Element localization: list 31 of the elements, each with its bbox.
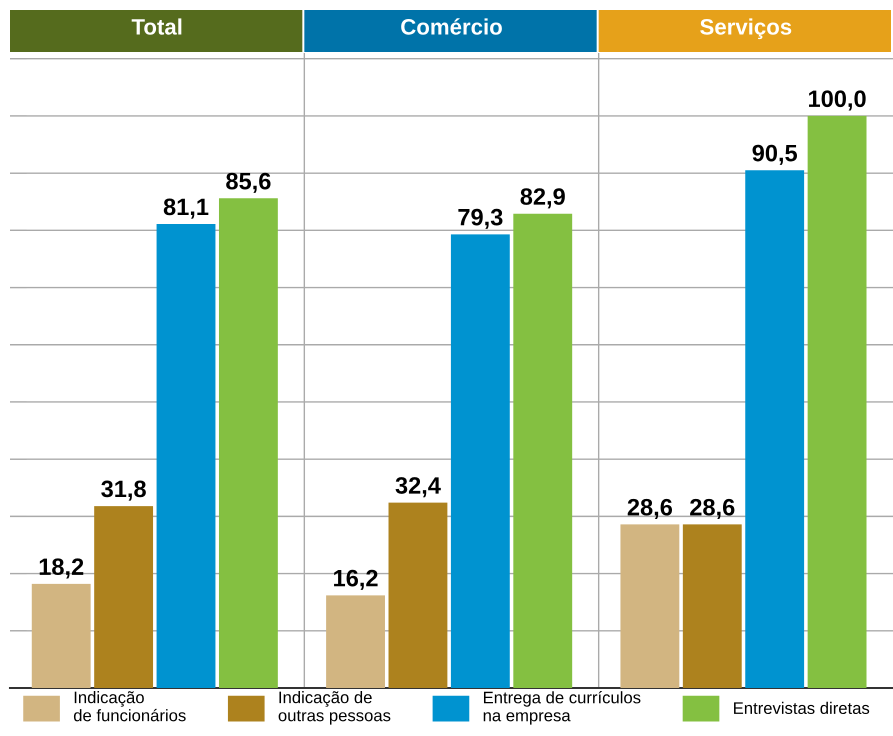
data-label: 81,1 — [164, 198, 208, 219]
bar — [388, 502, 448, 688]
data-label: 90,5 — [752, 144, 797, 165]
x-tick-label: Comércio — [401, 18, 502, 35]
bar — [620, 524, 680, 688]
bar — [808, 116, 867, 688]
bar — [218, 198, 278, 688]
bar — [326, 595, 385, 688]
data-label: 32,4 — [396, 477, 441, 498]
data-label: 28,6 — [690, 498, 734, 519]
data-label: 18,2 — [40, 558, 84, 578]
legend-label: Indicação de funcionários — [74, 691, 186, 722]
data-label: 100,0 — [809, 90, 866, 111]
x-tick-label: Total — [132, 18, 182, 35]
data-label: 16,2 — [334, 570, 378, 590]
bar — [32, 584, 91, 688]
data-label: 28,6 — [628, 498, 672, 519]
bar — [450, 234, 510, 688]
legend-label: Indicação de outras pessoas — [278, 691, 390, 725]
bar — [156, 224, 216, 688]
data-label: 79,3 — [458, 208, 502, 229]
data-label: 82,9 — [520, 188, 565, 208]
bar — [94, 506, 154, 688]
bar — [745, 170, 804, 688]
bar — [513, 214, 572, 688]
legend-label: Entrega de currículos na empresa — [484, 690, 640, 725]
legend-label: Entrevistas diretas — [734, 702, 870, 714]
x-tick-label: Serviços — [700, 18, 792, 40]
bar — [682, 524, 742, 688]
data-label: 31,8 — [101, 480, 146, 501]
data-label: 85,6 — [226, 172, 271, 193]
